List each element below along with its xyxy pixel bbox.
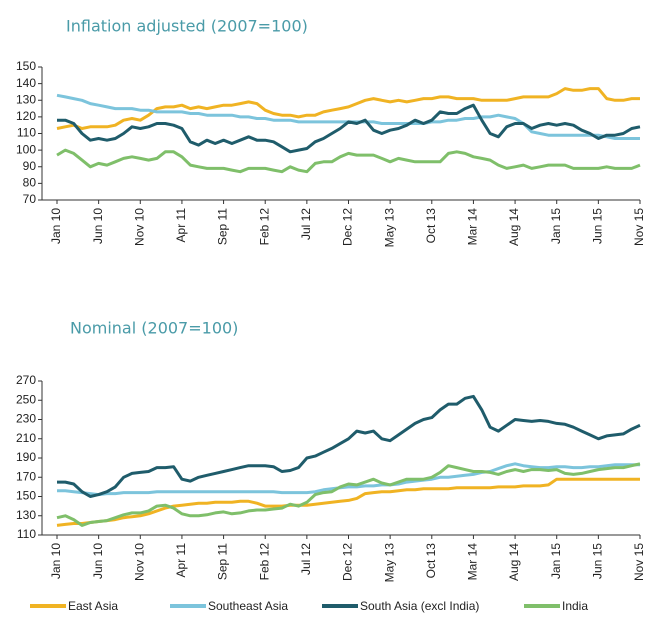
x-tick-label: Nov 15 [632, 208, 646, 246]
legend-label: Southeast Asia [208, 599, 288, 613]
x-tick-label: Oct 13 [424, 543, 438, 579]
y-tick-label: 150 [16, 489, 36, 503]
chart-title: Inflation adjusted (2007=100) [66, 17, 308, 36]
x-tick-label: Sep 11 [216, 208, 230, 245]
series-line [56, 148, 641, 174]
series-line [57, 394, 641, 498]
y-tick-label: 210 [16, 431, 36, 445]
x-tick-label: Jul 12 [299, 208, 313, 240]
y-tick-label: 270 [16, 373, 36, 387]
x-tick-label: Oct 13 [424, 208, 438, 244]
x-tick-label: Mar 14 [466, 208, 480, 246]
y-tick-label: 140 [16, 76, 36, 90]
x-tick-label: Nov 15 [632, 543, 646, 581]
x-tick-label: Jul 12 [299, 543, 313, 575]
x-tick-label: Nov 10 [132, 543, 146, 581]
series-line [57, 462, 640, 497]
y-tick-label: 70 [23, 192, 37, 206]
x-tick-label: Dec 12 [341, 208, 355, 246]
x-tick-label: Jan 15 [549, 208, 563, 244]
x-tick-label: Jun 10 [91, 208, 105, 244]
series-line [56, 462, 641, 527]
x-tick-label: Jan 15 [549, 543, 563, 579]
x-tick-label: Sep 11 [216, 543, 230, 580]
x-tick-label: May 13 [382, 208, 396, 248]
series-line [57, 103, 641, 154]
y-tick-label: 170 [16, 469, 36, 483]
y-tick-label: 250 [16, 392, 36, 406]
x-tick-label: Mar 14 [466, 543, 480, 581]
x-tick-label: Nov 10 [132, 208, 146, 246]
x-tick-label: Jun 15 [591, 208, 605, 244]
x-tick-label: Feb 12 [257, 543, 271, 581]
y-tick-label: 190 [16, 450, 36, 464]
x-tick-label: Aug 14 [507, 543, 521, 581]
legend-label: India [562, 599, 588, 613]
series-line [56, 477, 640, 527]
legend-label: South Asia (excl India) [360, 599, 479, 613]
y-tick-label: 120 [16, 109, 36, 123]
x-tick-label: Jan 10 [49, 208, 63, 244]
x-tick-label: Dec 12 [341, 543, 355, 581]
y-tick-label: 130 [16, 508, 36, 522]
y-tick-label: 110 [17, 126, 36, 140]
x-tick-label: Feb 12 [257, 208, 271, 246]
legend-label: East Asia [68, 599, 118, 613]
y-tick-label: 130 [16, 92, 36, 106]
y-tick-label: 110 [17, 527, 36, 541]
x-tick-label: Aug 14 [507, 208, 521, 246]
x-tick-label: Apr 11 [174, 208, 188, 243]
y-tick-label: 90 [23, 159, 37, 173]
chart-title: Nominal (2007=100) [70, 319, 238, 338]
x-tick-label: Jun 15 [591, 543, 605, 579]
x-tick-label: Apr 11 [174, 543, 188, 578]
x-tick-label: Jan 10 [49, 543, 63, 579]
x-tick-label: May 13 [382, 543, 396, 583]
y-tick-label: 150 [16, 59, 36, 73]
y-tick-label: 100 [16, 142, 36, 156]
y-tick-label: 230 [16, 412, 36, 426]
x-tick-label: Jun 10 [91, 543, 105, 579]
y-tick-label: 80 [23, 176, 37, 190]
